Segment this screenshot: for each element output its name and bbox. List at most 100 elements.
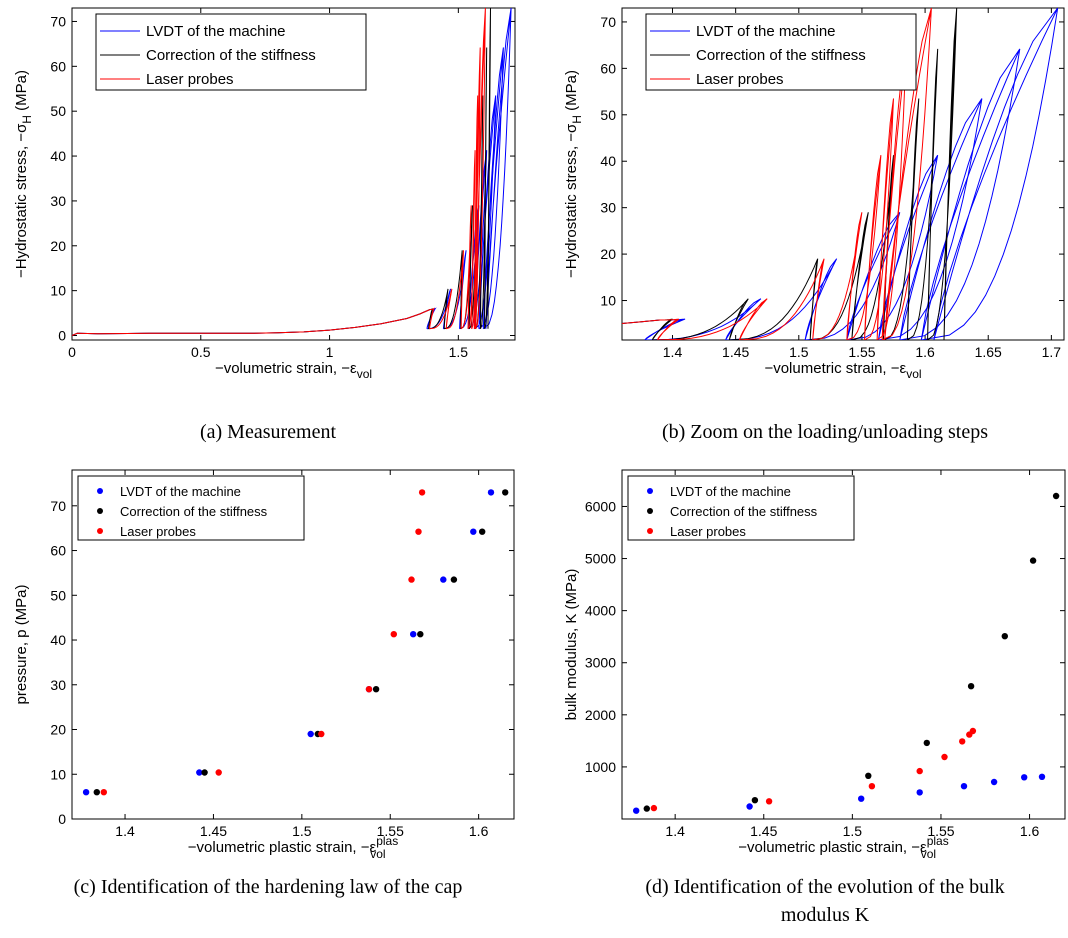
chart-a-laser-base-line xyxy=(72,309,431,336)
chart-a-laser-cycle-line xyxy=(467,150,476,330)
chart-b-ytick-label: 70 xyxy=(600,14,616,30)
chart-a-ytick-label: 10 xyxy=(50,283,66,299)
chart-d-point-s1 xyxy=(923,739,930,747)
chart-c-point-s0 xyxy=(410,631,417,638)
chart-c-point-s1 xyxy=(93,789,101,796)
chart-a-ytick-label: 20 xyxy=(50,238,66,254)
chart-d-caption-line2: modulus K xyxy=(781,904,870,926)
chart-d-point-s1 xyxy=(865,772,872,779)
chart-c-point-s2 xyxy=(418,489,426,496)
chart-c-point-s2 xyxy=(390,631,397,638)
chart-c-point-s1 xyxy=(372,686,380,693)
chart-a-lvdt-cycle-line xyxy=(459,205,480,330)
chart-a: 0 0.5 1 1.5 0 10 20 30 40 50 60 70 −volumetric strai… xyxy=(13,7,516,443)
chart-b-legend-label: Correction of the stiffness xyxy=(696,47,866,64)
chart-b-laser-cycle-line xyxy=(846,155,882,340)
chart-d-point-s2 xyxy=(650,804,658,812)
chart-b-correction-cycle-line xyxy=(810,212,869,340)
chart-c-legend xyxy=(77,475,305,541)
chart-b-legend-label: Laser probes xyxy=(696,71,784,88)
chart-c-point-s1 xyxy=(479,528,486,535)
chart-a-xtick-label: 0.5 xyxy=(191,344,211,360)
chart-b-xtick-label: 1.55 xyxy=(848,344,875,360)
chart-c-ytick-label: 60 xyxy=(50,543,66,559)
chart-d-point-s1 xyxy=(1029,557,1037,564)
chart-c-legend-label: LVDT of the machine xyxy=(120,484,241,499)
chart-d-legend-swatch xyxy=(647,528,653,534)
chart-a-correction-cycle-line xyxy=(460,205,473,330)
chart-d-xtick-label: 1.55 xyxy=(927,823,954,839)
chart-b-correction-cycle-line xyxy=(883,98,920,340)
chart-b-legend-label: LVDT of the machine xyxy=(696,23,836,40)
chart-d-legend xyxy=(627,475,855,541)
chart-b-ylabel: −Hydrostatic stress, −σH (MPa) xyxy=(563,70,584,278)
chart-b-ytick-label: 40 xyxy=(600,153,616,169)
chart-b-laser-cycle-line xyxy=(739,258,825,340)
chart-b-xtick-label: 1.5 xyxy=(789,344,809,360)
chart-c-data xyxy=(82,489,509,796)
chart-a-plot: 0 0.5 1 1.5 0 10 20 30 40 50 60 70 −volumetric strai… xyxy=(13,7,516,381)
chart-c: 1.4 1.45 1.5 1.55 1.6 0 10 20 30 40 50 60 70 −volumet… xyxy=(13,469,515,898)
chart-d-ytick-label: 5000 xyxy=(585,551,616,567)
chart-c-point-s2 xyxy=(215,769,222,776)
chart-a-ytick-label: 30 xyxy=(50,193,66,209)
chart-d-point-s1 xyxy=(967,683,975,690)
chart-d-ytick-label: 1000 xyxy=(585,759,616,775)
chart-d-ytick-label: 6000 xyxy=(585,498,616,514)
chart-b-ytick-label: 60 xyxy=(600,60,616,76)
chart-c-ytick-label: 30 xyxy=(50,677,66,693)
chart-b-laser-cycle-line xyxy=(864,98,894,340)
chart-b-xtick-label: 1.65 xyxy=(975,344,1002,360)
chart-d-xtick-label: 1.6 xyxy=(1020,823,1040,839)
chart-c-legend-label: Correction of the stiffness xyxy=(120,504,268,519)
chart-a-ytick-label: 0 xyxy=(58,328,66,344)
chart-d-point-s0 xyxy=(633,807,640,814)
chart-a-ytick-label: 60 xyxy=(50,58,66,74)
chart-a-lvdt-cycle-line xyxy=(482,8,512,330)
chart-a-laser-cycle-line xyxy=(473,47,481,329)
chart-b-caption: (b) Zoom on the loading/unloading steps xyxy=(662,421,988,443)
chart-b-plot: 1.4 1.45 1.5 1.55 1.6 1.65 1.7 10 20 30 40 50 60 70 −v… xyxy=(563,7,1065,381)
chart-a-xtick-label: 0 xyxy=(68,344,76,360)
chart-a-laser-cycle-line xyxy=(429,288,453,330)
chart-c-legend-label: Laser probes xyxy=(120,524,196,539)
chart-d-point-s0 xyxy=(990,778,998,786)
chart-c-point-s0 xyxy=(196,769,203,776)
chart-d-xtick-label: 1.5 xyxy=(843,823,863,839)
chart-c-point-s2 xyxy=(365,686,373,693)
chart-d-point-s2 xyxy=(941,753,948,761)
chart-b-ytick-label: 50 xyxy=(600,107,616,123)
chart-a-xlabel: −volumetric strain, −εvol xyxy=(215,360,372,381)
chart-d-point-s0 xyxy=(916,789,923,796)
chart-a-laser-cycle-line xyxy=(474,8,486,330)
chart-d-plot: 1.4 1.45 1.5 1.55 1.6 1000 2000 3000 4000 5000 600… xyxy=(563,469,1066,861)
chart-c-point-s0 xyxy=(440,576,447,583)
chart-b-correction-cycle-line xyxy=(652,298,749,340)
chart-d-point-s0 xyxy=(960,783,968,790)
chart-c-point-s1 xyxy=(502,489,509,496)
chart-d-point-s2 xyxy=(765,798,773,805)
chart-c-legend-swatch xyxy=(97,488,103,494)
chart-c-ytick-label: 70 xyxy=(50,498,66,514)
chart-d-legend-label: Laser probes xyxy=(670,524,746,539)
chart-d-point-s1 xyxy=(643,805,650,812)
chart-a-legend-label: Laser probes xyxy=(146,71,234,88)
chart-b-xtick-label: 1.4 xyxy=(663,344,683,360)
chart-a-data xyxy=(72,8,512,336)
chart-c-xtick-label: 1.55 xyxy=(377,823,404,839)
chart-d-point-s2 xyxy=(959,738,966,745)
chart-b-lvdt-cycle-line xyxy=(725,258,838,340)
chart-d-ytick-label: 2000 xyxy=(585,707,616,723)
chart-c-ytick-label: 10 xyxy=(50,766,66,782)
chart-c-point-s2 xyxy=(408,576,415,583)
chart-c-ytick-label: 40 xyxy=(50,632,66,648)
chart-b-lvdt-cycle-line xyxy=(921,8,1059,340)
chart-c-point-s0 xyxy=(487,489,495,496)
chart-a-laser-cycle-line xyxy=(446,250,464,330)
chart-b-correction-cycle-line xyxy=(729,258,819,340)
chart-d-caption: (d) Identification of the evolution of t… xyxy=(645,876,1004,898)
chart-b-laser-cycle-line xyxy=(657,298,768,340)
chart-a-correction-cycle-line xyxy=(484,8,491,329)
chart-b-ytick-label: 30 xyxy=(600,200,616,216)
